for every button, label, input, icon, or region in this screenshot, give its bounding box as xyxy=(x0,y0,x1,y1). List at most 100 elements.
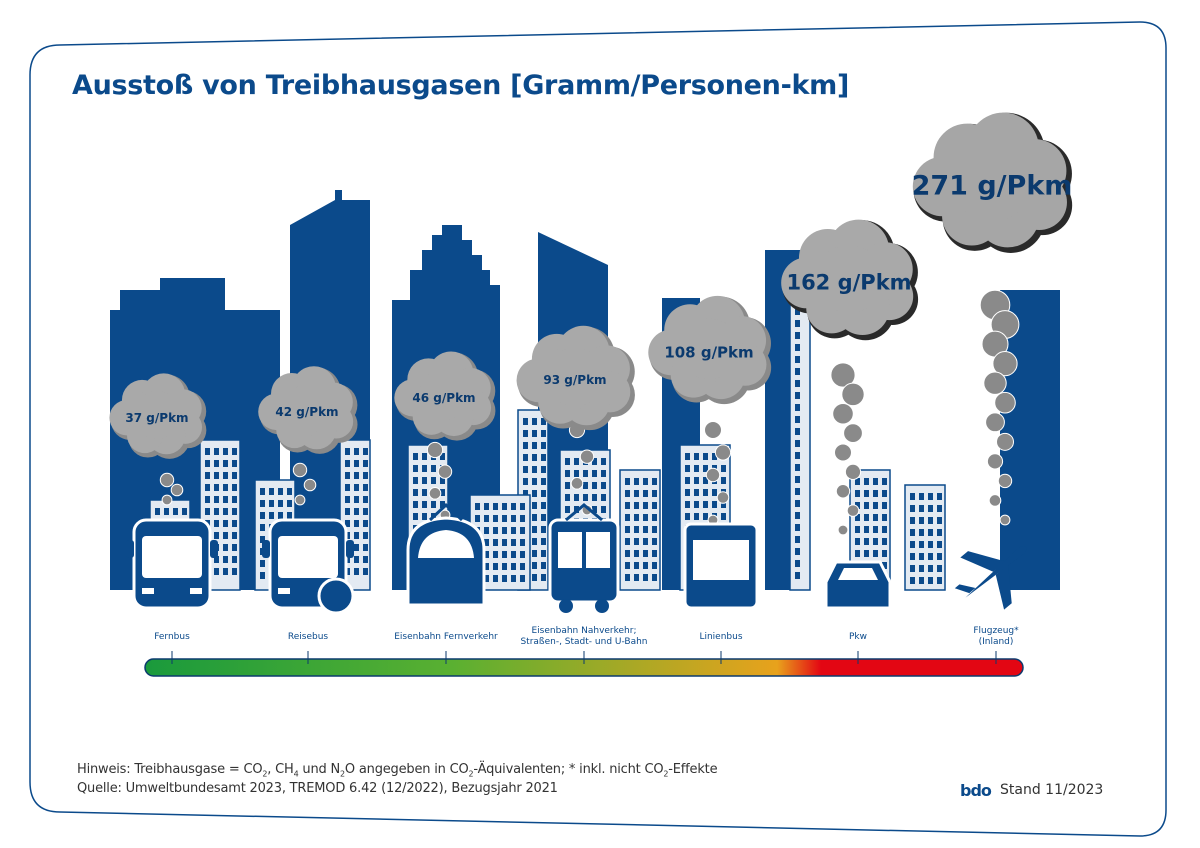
coach-bus-icon xyxy=(126,518,218,610)
window xyxy=(937,541,942,548)
window xyxy=(565,506,570,513)
window xyxy=(643,538,648,545)
mirror xyxy=(262,540,270,558)
window xyxy=(855,526,860,533)
window xyxy=(873,478,878,485)
category-label: Reisebus xyxy=(223,632,393,643)
window xyxy=(565,470,570,477)
window xyxy=(795,488,800,495)
window xyxy=(652,514,657,521)
wheel xyxy=(595,599,609,613)
window xyxy=(232,556,237,563)
window xyxy=(223,508,228,515)
window xyxy=(919,577,924,584)
window xyxy=(864,502,869,509)
window xyxy=(493,527,498,534)
window xyxy=(523,478,528,485)
window xyxy=(795,404,800,411)
window xyxy=(363,544,368,551)
window xyxy=(484,563,489,570)
smoke-puff xyxy=(992,351,1018,377)
window xyxy=(625,502,630,509)
smoke-puff xyxy=(704,421,722,439)
window xyxy=(910,529,915,536)
window xyxy=(919,553,924,560)
window xyxy=(694,501,699,508)
window xyxy=(928,529,933,536)
smoke-puff xyxy=(426,441,444,459)
window xyxy=(928,505,933,512)
window xyxy=(558,532,582,568)
window xyxy=(625,490,630,497)
window xyxy=(532,550,537,557)
window xyxy=(345,460,350,467)
window xyxy=(363,448,368,455)
window xyxy=(345,496,350,503)
window xyxy=(703,465,708,472)
smoke-puff xyxy=(579,449,595,464)
window xyxy=(625,562,630,569)
window xyxy=(214,460,219,467)
emission-cloud: 42 g/Pkm xyxy=(258,366,358,454)
smoke-puff xyxy=(170,483,184,497)
window xyxy=(634,502,639,509)
window xyxy=(214,472,219,479)
window xyxy=(586,532,610,568)
window xyxy=(583,470,588,477)
window xyxy=(864,514,869,521)
window xyxy=(354,448,359,455)
airplane-icon xyxy=(954,546,1027,610)
window xyxy=(205,484,210,491)
window xyxy=(484,515,489,522)
smoke-puff xyxy=(846,504,860,517)
window xyxy=(910,541,915,548)
window xyxy=(652,478,657,485)
window xyxy=(502,563,507,570)
headlight xyxy=(142,588,154,594)
window xyxy=(484,503,489,510)
window xyxy=(795,476,800,483)
wing xyxy=(995,564,1012,610)
window xyxy=(583,494,588,501)
emission-cloud: 37 g/Pkm xyxy=(109,373,207,459)
window xyxy=(643,478,648,485)
window xyxy=(574,458,579,465)
window xyxy=(795,500,800,507)
window xyxy=(694,513,699,520)
wheel xyxy=(559,599,573,613)
window xyxy=(532,562,537,569)
window xyxy=(223,544,228,551)
window xyxy=(634,538,639,545)
window xyxy=(214,556,219,563)
window xyxy=(532,490,537,497)
window xyxy=(634,550,639,557)
emission-scale xyxy=(144,651,1024,677)
window xyxy=(855,550,860,557)
window xyxy=(721,477,726,484)
smoke-puff xyxy=(428,487,442,500)
window xyxy=(223,472,228,479)
window xyxy=(493,563,498,570)
category-label: Eisenbahn Fernverkehr xyxy=(361,632,531,643)
window xyxy=(354,568,359,575)
window xyxy=(214,448,219,455)
smoke-trails xyxy=(159,289,1020,536)
window xyxy=(541,562,546,569)
window xyxy=(795,416,800,423)
window xyxy=(703,501,708,508)
windshield xyxy=(838,568,878,580)
window xyxy=(634,526,639,533)
window xyxy=(910,553,915,560)
emission-cloud: 108 g/Pkm xyxy=(648,295,772,405)
smoke-puff xyxy=(985,412,1005,433)
tram-icon xyxy=(548,503,620,613)
window xyxy=(232,520,237,527)
window xyxy=(634,562,639,569)
window xyxy=(182,508,187,515)
window xyxy=(345,520,350,527)
window xyxy=(363,496,368,503)
window xyxy=(422,453,427,460)
category-label-line: Flugzeug* xyxy=(973,626,1019,636)
window xyxy=(685,489,690,496)
value-label: 46 g/Pkm xyxy=(412,391,475,405)
